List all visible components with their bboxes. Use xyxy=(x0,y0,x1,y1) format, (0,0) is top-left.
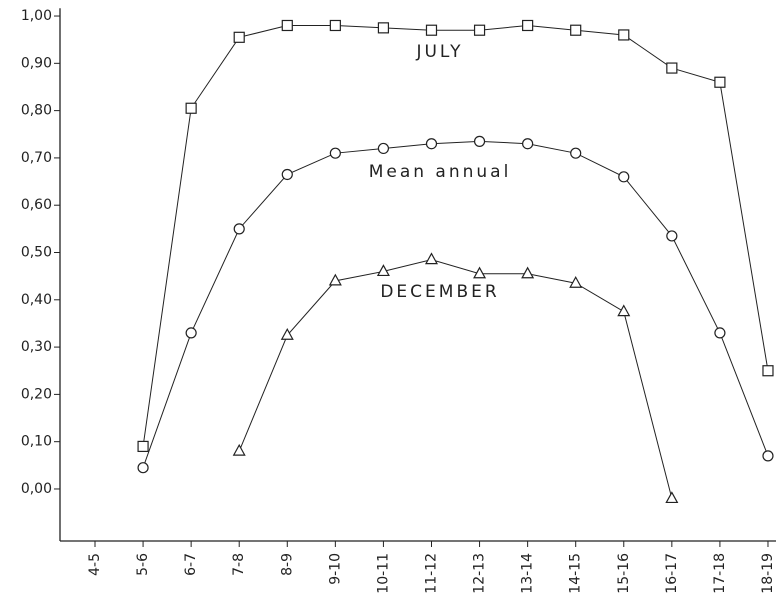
x-tick-label: 4-5 xyxy=(87,553,103,576)
y-tick-label: 0,10 xyxy=(21,434,52,450)
marker xyxy=(329,147,341,159)
marker xyxy=(281,19,293,32)
marker xyxy=(137,462,149,474)
marker xyxy=(425,24,438,36)
marker xyxy=(137,440,149,453)
marker xyxy=(522,138,534,150)
marker xyxy=(232,443,246,456)
x-tick-label: 18-19 xyxy=(760,553,776,594)
x-tick-label: 13-14 xyxy=(520,553,536,594)
y-tick-label: 0,80 xyxy=(21,103,52,119)
marker xyxy=(618,29,630,41)
y-tick-label: 0,90 xyxy=(21,55,52,71)
y-tick-label: 0,70 xyxy=(21,150,52,166)
marker xyxy=(762,450,774,462)
marker xyxy=(666,62,678,74)
series-line xyxy=(142,24,769,447)
marker xyxy=(618,171,630,183)
marker xyxy=(570,147,582,159)
marker xyxy=(185,327,197,339)
marker xyxy=(377,22,390,34)
marker xyxy=(617,304,631,317)
marker xyxy=(233,223,245,235)
y-tick-label: 0,50 xyxy=(21,245,52,261)
marker xyxy=(280,328,294,340)
y-tick-label: 0,30 xyxy=(21,339,52,355)
x-tick-label: 5-6 xyxy=(135,553,151,576)
series-label: DECEMBER xyxy=(380,282,499,302)
x-tick-label: 6-7 xyxy=(183,553,199,576)
marker xyxy=(377,142,390,155)
x-tick-label: 8-9 xyxy=(279,553,295,576)
x-tick-label: 7-8 xyxy=(231,553,247,576)
marker xyxy=(569,275,583,288)
x-tick-label: 12-13 xyxy=(472,553,488,594)
x-tick-label: 11-12 xyxy=(423,553,439,594)
marker xyxy=(473,135,486,147)
marker xyxy=(473,24,486,36)
x-tick-label: 17-18 xyxy=(712,553,728,594)
x-tick-label: 14-15 xyxy=(568,553,584,594)
y-tick-label: 1,00 xyxy=(21,8,52,24)
marker xyxy=(185,102,197,114)
marker xyxy=(424,252,439,265)
marker xyxy=(521,266,535,279)
marker xyxy=(473,266,487,279)
series-line xyxy=(238,259,673,499)
x-tick-label: 15-16 xyxy=(616,553,632,594)
x-tick-label: 10-11 xyxy=(375,553,391,594)
marker xyxy=(425,138,438,150)
marker xyxy=(570,24,582,36)
marker xyxy=(714,76,726,88)
x-tick-label: 9-10 xyxy=(327,553,343,585)
marker xyxy=(328,273,342,286)
marker xyxy=(665,491,679,504)
marker xyxy=(762,365,774,377)
x-tick-label: 16-17 xyxy=(664,553,680,594)
series-label: Mean annual xyxy=(369,162,512,182)
marker xyxy=(329,19,341,32)
y-tick-label: 0,40 xyxy=(21,292,52,308)
series-label: JULY xyxy=(415,42,463,62)
marker xyxy=(376,264,390,277)
marker xyxy=(233,31,245,43)
y-tick-label: 0,60 xyxy=(21,197,52,213)
marker xyxy=(281,168,293,181)
y-tick-label: 0,00 xyxy=(21,481,52,497)
y-tick-label: 0,20 xyxy=(21,386,52,402)
series-line xyxy=(142,140,769,468)
marker xyxy=(714,327,726,339)
marker xyxy=(666,230,678,242)
marker xyxy=(522,19,534,32)
